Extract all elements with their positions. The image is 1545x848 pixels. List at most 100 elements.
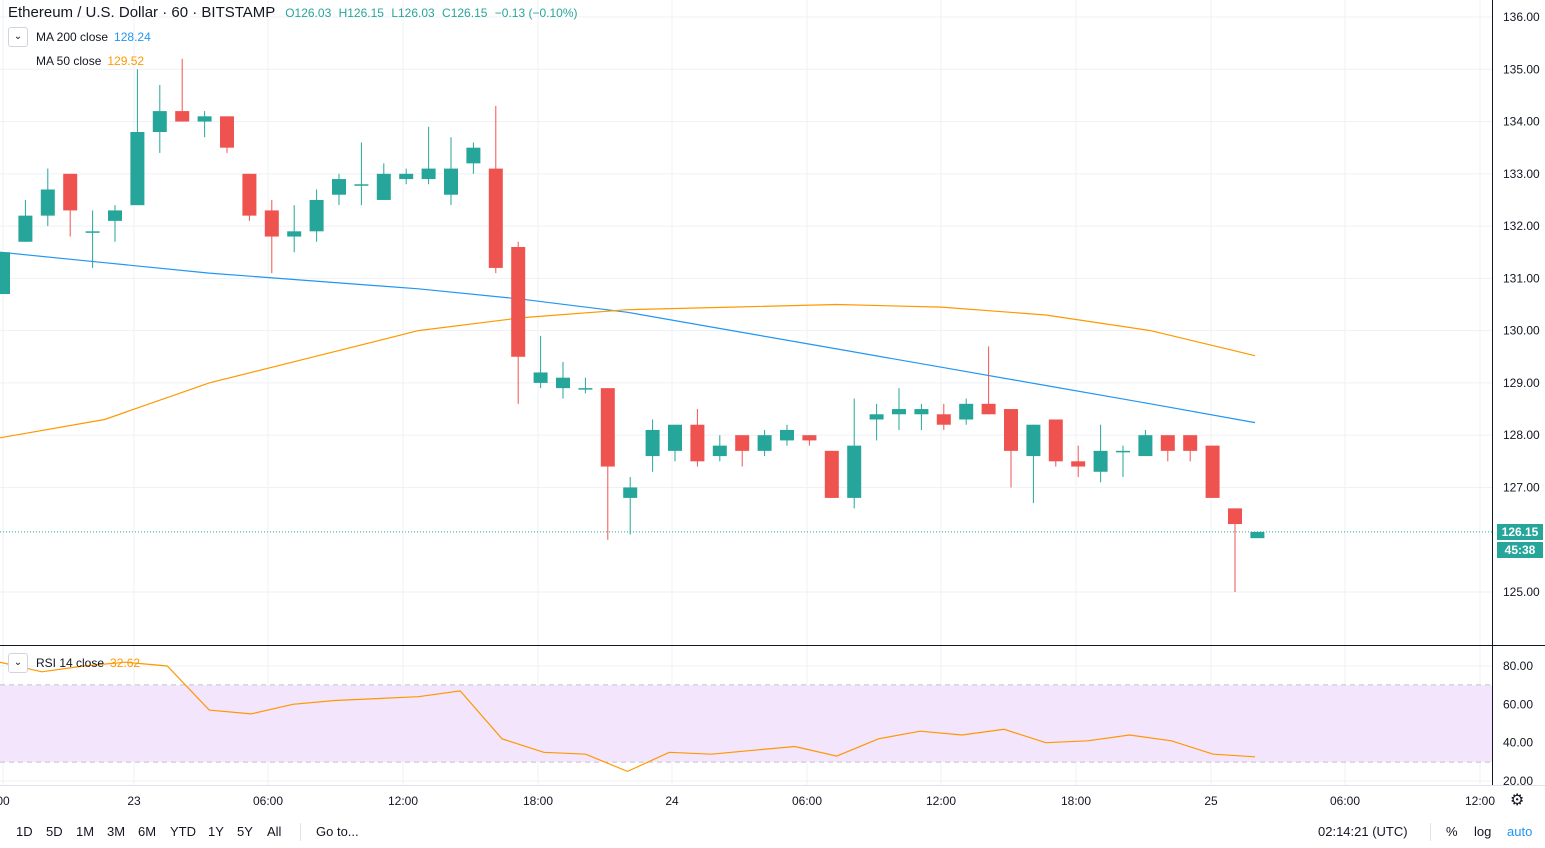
ma200-label: MA 200 close [36,30,109,44]
range-5y-button[interactable]: 5Y [237,824,253,839]
time-label: 06:00 [253,794,283,808]
price-label: 133.00 [1503,167,1540,181]
candle-body [623,487,638,498]
range-1d-button[interactable]: 1D [16,824,33,839]
candle-body [1228,508,1242,525]
rsi-label: 20.00 [1503,774,1533,788]
candle-body [556,377,570,389]
price-label: 132.00 [1503,219,1540,233]
price-label: 125.00 [1503,585,1540,599]
candle-body [600,388,615,467]
goto-button[interactable]: Go to... [316,824,359,839]
candle-body [175,111,190,122]
candle-body [220,116,234,148]
ma200-value: 128.24 [114,30,151,44]
rsi-label: RSI 14 close [36,656,105,670]
log-toggle[interactable]: log [1474,824,1492,839]
separator [1430,823,1431,841]
close-value: C126.15 [442,6,488,20]
ma50-value: 129.52 [107,54,145,68]
range-1m-button[interactable]: 1M [76,824,95,839]
candle-body [1116,450,1130,453]
candle-body [668,424,682,451]
candle-body [309,199,324,232]
chart-header: Ethereum / U.S. Dollar · 60 · BITSTAMP O… [8,4,582,21]
candle-body [85,231,100,233]
candle-body [690,424,705,462]
rsi-line-group [0,661,1256,773]
range-all-button[interactable]: All [267,824,282,839]
candle-body [1183,435,1198,451]
candle-body [1048,419,1063,462]
high-value: H126.15 [338,6,384,20]
candle-body [847,445,862,498]
time-label: 25 [1204,794,1218,808]
candle-body [981,403,996,415]
time-label: 18:00 [1061,794,1091,808]
candle-body [1160,435,1175,451]
time-label: 12:00 [1465,794,1495,808]
range-6m-button[interactable]: 6M [138,824,157,839]
time-label: 00 [0,794,10,808]
ma200-legend[interactable]: MA 200 close 128.24 [36,30,151,44]
candle-body [1004,409,1018,451]
candle-body [511,247,526,357]
settings-gear-icon[interactable]: ⚙ [1510,792,1525,809]
price-label: 130.00 [1503,324,1540,338]
rsi-value: 32.62 [110,656,141,670]
price-chart[interactable]: 00 23 06:00 12:00 18:00 24 06:00 12:00 18:00 25 06… [0,0,1545,815]
candle-body [421,168,436,180]
time-label: 12:00 [388,794,418,808]
ohlc-values: O126.03 H126.15 L126.03 C126.15 −0.13 (−… [285,6,581,20]
candle-body [287,231,302,237]
candle-body [780,429,794,441]
candle-body [959,403,974,420]
candle-body [399,173,414,180]
countdown-tag: 45:38 [1497,542,1543,558]
rsi-label: 40.00 [1503,736,1533,750]
candle-body [264,210,279,237]
separator [300,823,301,841]
percent-toggle[interactable]: % [1446,824,1458,839]
auto-toggle[interactable]: auto [1507,824,1533,839]
rsi-collapse-icon[interactable]: ⌄ [8,653,28,673]
candle-body [869,414,884,420]
candle-body [757,435,772,451]
candle-body [1138,435,1153,457]
rsi-line [0,661,1256,773]
price-label: 129.00 [1503,376,1540,390]
open-value: O126.03 [285,6,332,20]
candle-body [824,450,839,498]
candle-body [152,111,167,132]
time-label: 18:00 [523,794,553,808]
range-ytd-button[interactable]: YTD [170,824,196,839]
candle-body [1250,531,1265,539]
bottom-toolbar: 1D 5D 1M 3M 6M YTD 1Y 5Y All Go to... 02… [0,815,1545,848]
candle-body [936,414,951,425]
time-label: 23 [127,794,141,808]
symbol-title[interactable]: Ethereum / U.S. Dollar · 60 · BITSTAMP [8,4,276,21]
legend-collapse-icon[interactable]: ⌄ [8,27,28,47]
range-1y-button[interactable]: 1Y [208,824,224,839]
range-5d-button[interactable]: 5D [46,824,63,839]
candle-body [197,116,212,122]
candle-body [533,372,548,383]
candle-body [1071,461,1086,467]
candle-body [1205,445,1220,498]
candle-body [376,173,391,200]
range-3m-button[interactable]: 3M [107,824,126,839]
rsi-legend[interactable]: RSI 14 close 32.62 [36,656,140,670]
time-label: 24 [665,794,679,808]
low-value: L126.03 [391,6,435,20]
candle-body [354,184,369,186]
price-label: 135.00 [1503,62,1540,76]
utc-clock[interactable]: 02:14:21 (UTC) [1318,824,1408,839]
last-price-tag: 126.15 [1497,524,1543,540]
candle-body [40,189,55,216]
time-label: 12:00 [926,794,956,808]
candle-body [914,409,929,415]
candle-body [712,445,727,457]
ma50-legend[interactable]: MA 50 close 129.52 [36,54,144,68]
candles [0,58,1265,592]
rsi-band [0,685,1492,762]
